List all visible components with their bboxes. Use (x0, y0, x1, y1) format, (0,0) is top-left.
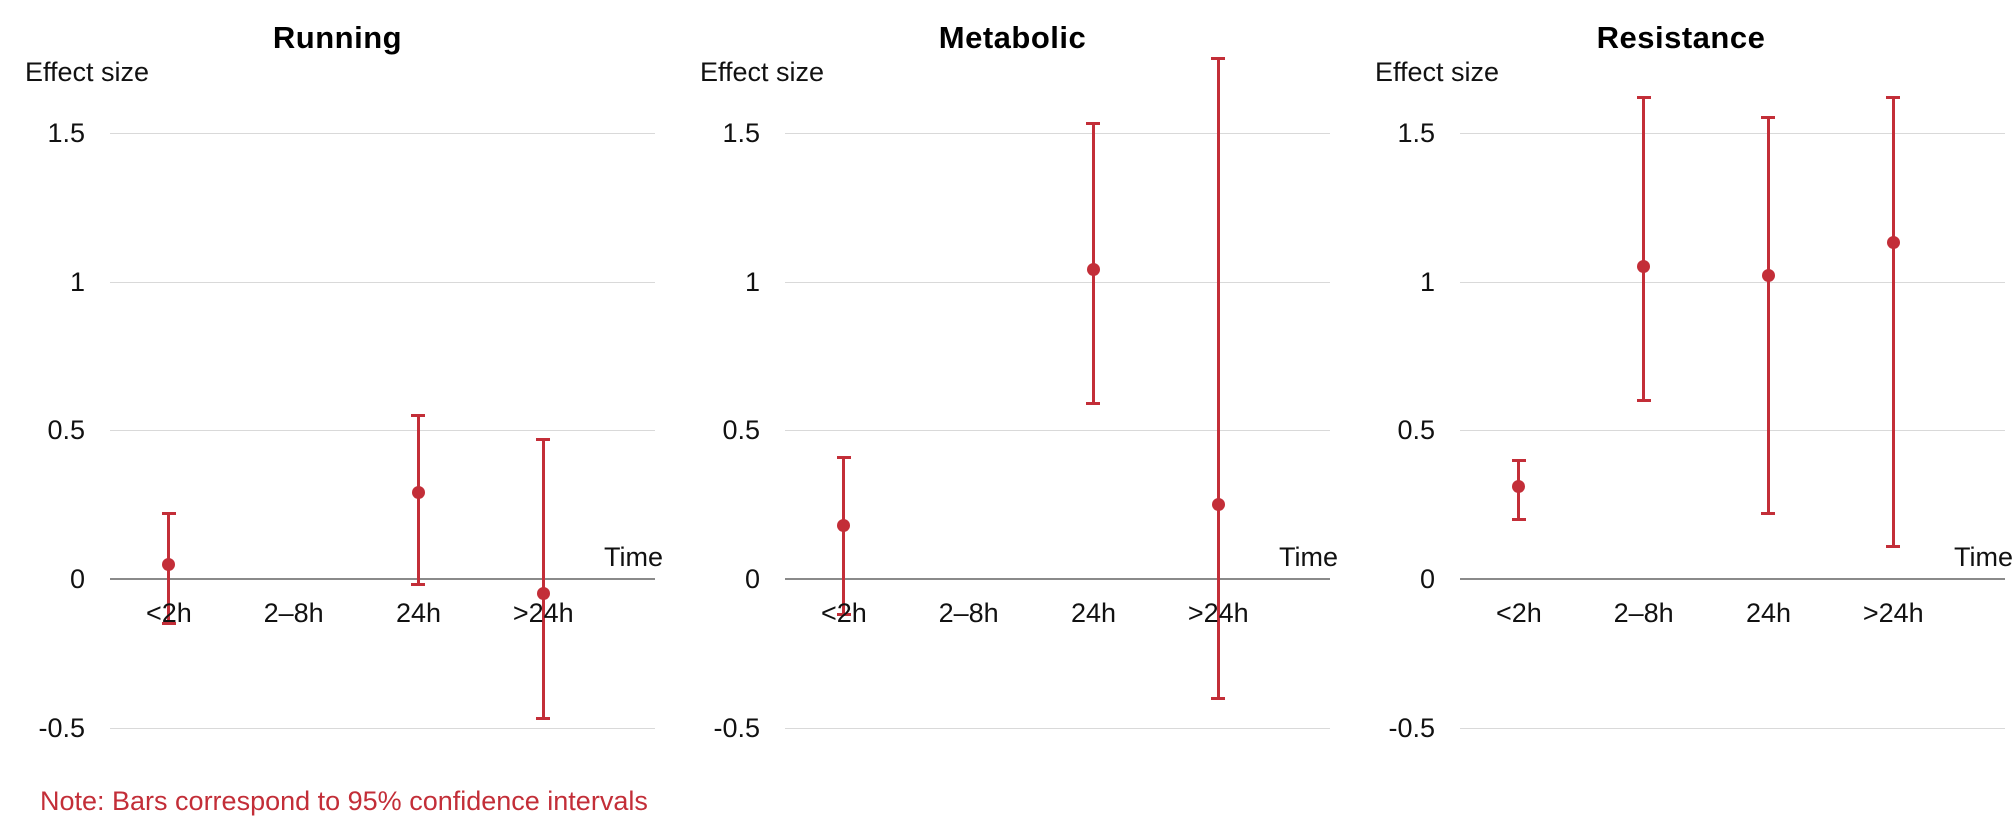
ci-cap-top-24h (411, 413, 426, 417)
ci-cap-bottom-24h (411, 583, 426, 587)
y-tick-label: -0.5 (713, 712, 760, 743)
x-axis-label: Time (604, 542, 663, 572)
ci-line->24h (1216, 58, 1220, 698)
ci-cap-bottom-24h (1086, 401, 1101, 405)
panel-running: Running Effect size 1.5 1 0.5 0 -0.5 <2h 2–8h 24h… (0, 0, 675, 832)
ci-cap-top-<2h (161, 512, 176, 516)
y-tick-label: 0 (69, 564, 85, 594)
point-estimate-dot->24h (1886, 236, 1900, 250)
ci-line->24h (1891, 97, 1895, 547)
point-estimate-dot-2–8h (1637, 260, 1651, 274)
x-category-label: <2h (1495, 598, 1542, 628)
point-estimate-dot-<2h (837, 518, 851, 532)
panel-title: Metabolic (938, 20, 1087, 55)
point-estimate-dot->24h (1211, 498, 1225, 512)
panel-title: Running (272, 20, 403, 55)
y-tick-label: 0.5 (47, 415, 85, 446)
x-category-label: >24h (1862, 598, 1924, 628)
panel-resistance: Resistance Effect size 1.5 1 0.5 0 -0.5 <2h 2–8h… (1350, 0, 2012, 832)
ci-cap-bottom->24h (1211, 696, 1226, 700)
gridline-y-1.5 (1460, 132, 2005, 134)
y-tick-label: 1.5 (1397, 117, 1435, 148)
point-estimate-dot-<2h (1512, 480, 1526, 494)
x-category-label: <2h (820, 598, 867, 628)
y-tick-label: -0.5 (38, 712, 85, 743)
gridline-y-0.5 (1460, 430, 2005, 432)
x-category-label: <2h (145, 598, 192, 628)
point-estimate-dot->24h (536, 587, 550, 601)
ci-cap-bottom-<2h (836, 613, 851, 617)
y-axis-label: Effect size (25, 57, 150, 87)
ci-line-<2h (842, 457, 846, 615)
ci-cap-bottom->24h (536, 717, 551, 721)
ci-cap-top-<2h (836, 455, 851, 459)
y-axis-label: Effect size (1375, 57, 1500, 87)
y-tick-label: 0 (744, 564, 760, 594)
ci-cap-top-24h (1761, 116, 1776, 120)
figure-note: Note: Bars correspond to 95% confidence … (40, 786, 648, 816)
ci-cap-top->24h (1886, 95, 1901, 99)
gridline-y-1.5 (785, 132, 1330, 134)
x-axis-line (1460, 578, 2005, 580)
y-axis-label: Effect size (700, 57, 825, 87)
x-category-label: 2–8h (1613, 598, 1674, 628)
x-axis-label: Time (1279, 542, 1338, 572)
y-tick-label: 1.5 (47, 117, 85, 148)
y-tick-label: 1 (69, 266, 85, 297)
ci-cap-top-24h (1086, 122, 1101, 126)
panel-title: Resistance (1596, 20, 1766, 55)
panel-metabolic: Metabolic Effect size 1.5 1 0.5 0 -0.5 <2h 2–8h 2… (675, 0, 1350, 832)
ci-cap-top-2–8h (1636, 95, 1651, 99)
y-tick-label: 0.5 (1397, 415, 1435, 446)
point-estimate-dot-24h (1761, 269, 1775, 283)
y-tick-label: 0.5 (722, 415, 760, 446)
point-estimate-dot-24h (1086, 263, 1100, 277)
gridline-y-1 (785, 281, 1330, 283)
x-category-label: 24h (1745, 598, 1791, 628)
ci-cap-bottom-<2h (161, 622, 176, 626)
ci-cap-top->24h (1211, 56, 1226, 60)
y-tick-label: -0.5 (1388, 712, 1435, 743)
ci-line-24h (416, 415, 420, 585)
ci-line-24h (1766, 117, 1770, 514)
ci-cap-bottom->24h (1886, 544, 1901, 548)
x-category-label: 2–8h (938, 598, 999, 628)
ci-line-2–8h (1642, 97, 1646, 401)
x-category-label: >24h (512, 598, 574, 628)
x-category-label: >24h (1187, 598, 1249, 628)
ci-line->24h (541, 439, 545, 719)
ci-cap-bottom-<2h (1511, 518, 1526, 521)
y-tick-label: 0 (1419, 564, 1435, 594)
gridline-y--0.5 (1460, 727, 2005, 729)
gridline-y-1 (1460, 281, 2005, 283)
x-category-label: 24h (395, 598, 441, 628)
y-tick-label: 1 (1419, 266, 1435, 297)
gridline-y-1 (110, 281, 655, 283)
gridline-y--0.5 (785, 727, 1330, 729)
x-category-label: 2–8h (263, 598, 324, 628)
point-estimate-dot-24h (411, 486, 425, 500)
x-axis-label: Time (1954, 542, 2012, 572)
ci-cap-top->24h (536, 437, 551, 441)
ci-cap-bottom-24h (1761, 512, 1776, 516)
x-axis-line (110, 578, 655, 580)
gridline-y-0.5 (785, 430, 1330, 432)
y-tick-label: 1.5 (722, 117, 760, 148)
gridline-y-1.5 (110, 132, 655, 134)
gridline-y-0.5 (110, 430, 655, 432)
x-category-label: 24h (1070, 598, 1116, 628)
point-estimate-dot-<2h (162, 557, 176, 571)
ci-cap-top-<2h (1511, 458, 1526, 462)
x-axis-line (785, 578, 1330, 580)
y-tick-label: 1 (744, 266, 760, 297)
gridline-y--0.5 (110, 727, 655, 729)
ci-cap-bottom-2–8h (1636, 399, 1651, 402)
